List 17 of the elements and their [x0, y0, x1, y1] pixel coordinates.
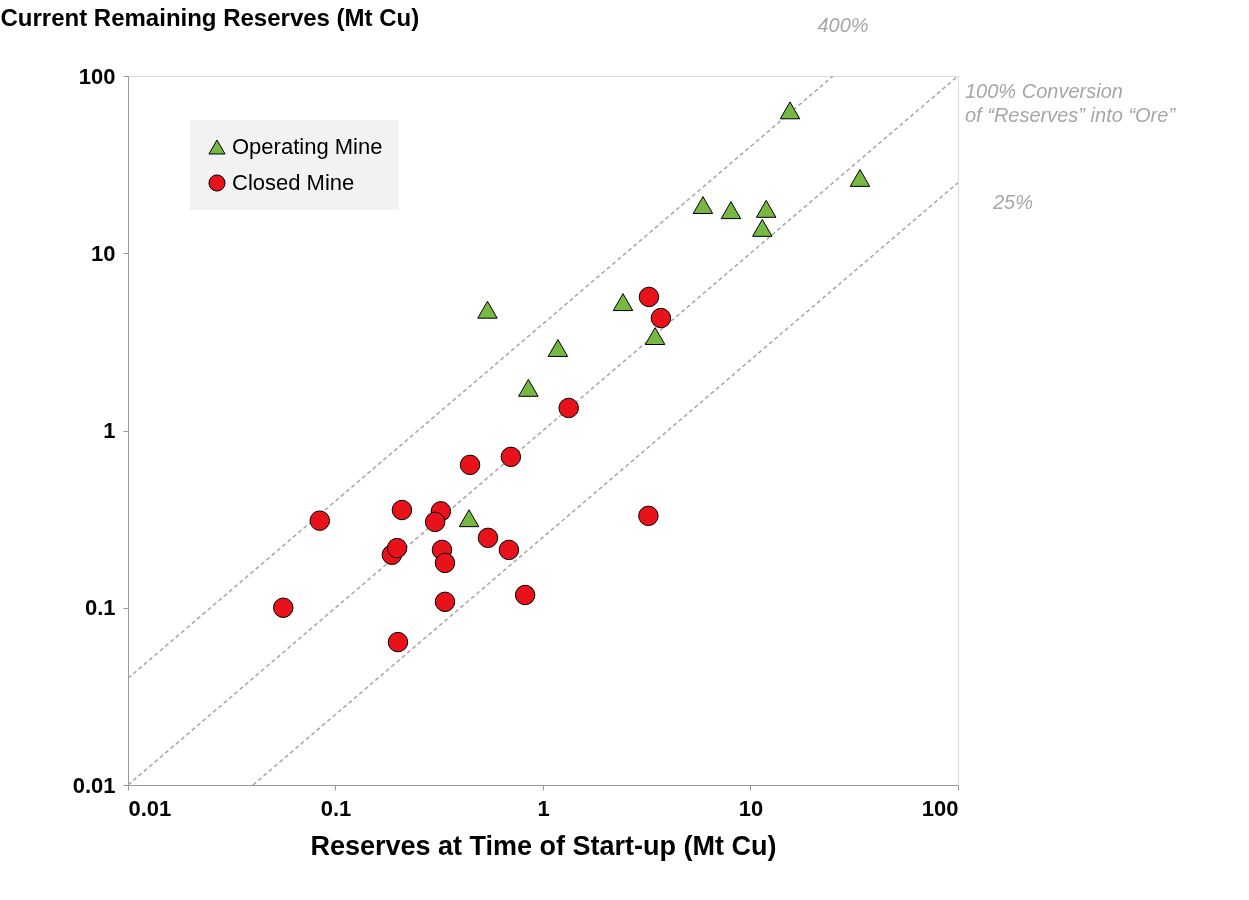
- series-label: 100% Conversion of “Reserves” into “Ore”: [965, 80, 1177, 126]
- x-tick-label: 100: [921, 795, 959, 821]
- x-tick-label: 0.1: [320, 795, 352, 821]
- x-axis-title: Reserves at Time of Start-up (Mt Cu): [310, 830, 777, 861]
- x-tick-label: 0.01: [128, 795, 172, 821]
- legend-label: Closed Mine: [232, 170, 355, 195]
- y-axis-title: Current Remaining Reserves (Mt Cu): [0, 3, 420, 31]
- legend-label: Operating Mine: [232, 134, 383, 159]
- y-tick-label: 100: [78, 63, 116, 89]
- y-tick-label: 0.01: [72, 772, 116, 798]
- series-label: 25%: [992, 190, 1034, 213]
- text: 400%: [817, 14, 869, 36]
- y-tick-label: 10: [91, 240, 116, 266]
- y-tick-label: 0.1: [84, 595, 116, 621]
- x-tick-label: 10: [738, 795, 764, 821]
- x-tick-label: 1: [537, 795, 550, 821]
- y-tick-label: 1: [103, 418, 116, 443]
